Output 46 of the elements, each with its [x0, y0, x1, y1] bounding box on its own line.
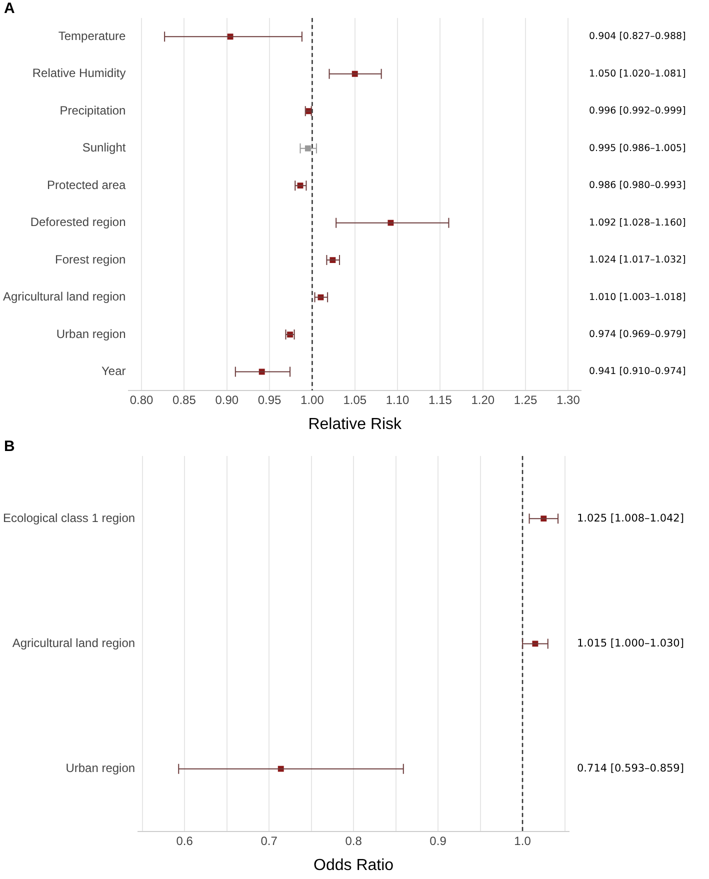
x-tick-label: 0.7 — [260, 834, 278, 848]
y-tick-label: Relative Humidity — [32, 66, 126, 80]
data-label: 0.996 [0.992–0.999] — [589, 106, 686, 117]
y-tick-label: Temperature — [58, 28, 126, 43]
y-tick-label: Deforested region — [30, 215, 126, 230]
y-tick-label: Ecological class 1 region — [2, 510, 136, 525]
data-label: 0.974 [0.969–0.979] — [589, 329, 686, 340]
data-label: 1.050 [1.020–1.081] — [589, 68, 686, 80]
data-label: 0.986 [0.980–0.993] — [589, 180, 686, 192]
x-tick-label: 1.30 — [556, 392, 580, 407]
x-tick-label: 1.0 — [514, 834, 532, 848]
x-axis-title: Relative Risk — [308, 416, 403, 433]
x-tick-label: 1.00 — [300, 392, 324, 407]
y-tick-label: Sunlight — [82, 140, 126, 155]
data-label: 1.010 [1.003–1.018] — [589, 292, 686, 303]
data-label: 0.941 [0.910–0.974] — [589, 366, 686, 378]
x-tick-label: 1.10 — [386, 392, 410, 407]
x-tick-label: 1.05 — [343, 392, 367, 407]
x-tick-label: 1.15 — [428, 392, 452, 407]
y-tick-label: Year — [101, 364, 126, 378]
y-tick-label: Forest region — [55, 252, 126, 266]
x-tick-label: 1.25 — [514, 392, 538, 407]
data-label: 1.025 [1.008–1.042] — [577, 512, 684, 524]
text: B — [4, 438, 15, 455]
x-tick-label: 0.95 — [258, 392, 282, 407]
data-label: 1.024 [1.017–1.032] — [589, 254, 686, 266]
x-tick-label: 0.85 — [172, 392, 196, 407]
data-label: 1.015 [1.000–1.030] — [577, 637, 684, 650]
data-label: 1.092 [1.028–1.160] — [589, 217, 686, 228]
x-tick-label: 0.90 — [215, 392, 239, 407]
chart-title: A — [4, 0, 15, 17]
x-axis-title: Odds Ratio — [314, 856, 394, 874]
x-tick-label: 0.80 — [130, 392, 154, 407]
y-tick-label: Agricultural land region — [2, 290, 126, 304]
y-tick-label: Agricultural land region — [12, 636, 136, 650]
x-tick-label: 0.6 — [176, 834, 194, 848]
y-tick-label: Urban region — [66, 761, 136, 776]
y-tick-label: Precipitation — [60, 103, 126, 118]
x-tick-label: 1.20 — [471, 392, 495, 407]
data-label: 0.995 [0.986–1.005] — [589, 142, 686, 154]
x-tick-label: 0.8 — [345, 834, 362, 848]
x-tick-label: 0.9 — [430, 834, 447, 848]
y-tick-label: Urban region — [56, 326, 126, 341]
data-label: 0.904 [0.827–0.988] — [589, 31, 686, 42]
y-tick-label: Protected area — [47, 178, 126, 192]
data-label: 0.714 [0.593–0.859] — [577, 762, 684, 775]
